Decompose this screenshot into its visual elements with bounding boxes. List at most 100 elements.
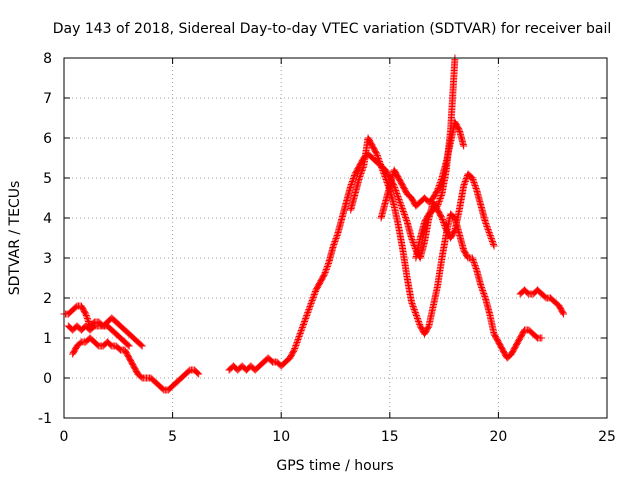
data-marker <box>379 168 387 176</box>
data-marker <box>486 232 494 239</box>
data-marker <box>394 193 402 200</box>
chart-title: Day 143 of 2018, Sidereal Day-to-day VTE… <box>53 21 611 37</box>
data-marker <box>413 315 421 322</box>
data-marker <box>380 170 388 177</box>
data-marker <box>303 312 311 319</box>
data-marker <box>482 221 490 229</box>
data-marker <box>382 176 390 183</box>
data-marker <box>380 171 388 179</box>
data-marker <box>84 316 92 324</box>
x-tick-label: 0 <box>60 429 69 445</box>
data-marker <box>398 205 406 212</box>
y-tick-label: 7 <box>43 91 52 107</box>
data-marker <box>397 202 405 209</box>
data-marker <box>349 176 357 184</box>
data-marker <box>409 239 417 246</box>
data-marker <box>374 153 382 161</box>
data-marker <box>375 158 383 165</box>
data-marker <box>410 306 418 313</box>
data-marker <box>402 215 410 223</box>
data-marker <box>296 330 304 337</box>
data-marker <box>470 179 478 186</box>
data-marker <box>424 323 432 331</box>
data-marker <box>469 176 477 183</box>
data-marker <box>484 226 492 233</box>
data-marker <box>399 208 407 215</box>
data-marker <box>470 259 478 266</box>
data-marker <box>393 191 401 199</box>
data-marker <box>333 233 341 241</box>
data-point <box>460 142 468 150</box>
data-marker <box>400 211 408 218</box>
data-point <box>468 254 476 262</box>
data-marker <box>410 304 418 312</box>
data-marker <box>307 301 315 309</box>
data-marker <box>411 307 419 315</box>
data-marker <box>300 319 308 327</box>
data-marker <box>480 290 488 297</box>
data-marker <box>377 161 385 168</box>
data-marker <box>310 292 318 300</box>
data-marker <box>349 175 357 182</box>
y-tick-label: 8 <box>43 51 52 67</box>
data-marker <box>378 165 386 173</box>
data-marker <box>413 313 421 321</box>
data-marker <box>437 193 445 201</box>
series-track-b <box>64 322 133 350</box>
data-point <box>125 342 133 350</box>
data-marker <box>305 306 313 313</box>
data-marker <box>296 331 304 339</box>
data-marker <box>435 199 443 207</box>
data-marker <box>471 260 479 268</box>
data-point <box>560 310 568 318</box>
data-marker <box>400 209 408 217</box>
data-marker <box>488 236 496 244</box>
data-marker <box>395 196 403 203</box>
data-marker <box>396 199 404 206</box>
data-marker <box>309 295 317 303</box>
data-marker <box>487 233 495 241</box>
series-track-g <box>412 54 459 262</box>
data-marker <box>301 318 309 325</box>
y-tick-label: 3 <box>43 251 52 267</box>
data-marker <box>297 327 305 334</box>
x-tick-label: 20 <box>489 429 507 445</box>
data-marker <box>291 343 299 351</box>
data-marker <box>472 265 480 272</box>
data-marker <box>478 284 486 291</box>
data-marker <box>461 179 469 187</box>
data-marker <box>322 266 330 273</box>
data-marker <box>347 181 355 188</box>
data-marker <box>409 237 417 245</box>
data-marker <box>392 188 400 196</box>
data-marker <box>298 324 306 331</box>
data-marker <box>379 167 387 174</box>
y-tick-label: 2 <box>43 291 52 307</box>
data-marker <box>298 325 306 333</box>
data-marker <box>306 303 314 310</box>
data-marker <box>297 328 305 336</box>
series-track-h <box>516 286 568 318</box>
data-marker <box>376 159 384 167</box>
data-point <box>303 310 311 318</box>
data-point <box>412 310 420 318</box>
data-point <box>468 174 476 182</box>
data-marker <box>469 177 477 185</box>
data-marker <box>194 369 202 377</box>
data-marker <box>391 185 399 193</box>
grid-layer <box>64 58 607 418</box>
data-marker <box>479 288 487 296</box>
data-point <box>399 206 407 214</box>
data-marker <box>374 155 382 162</box>
data-marker <box>489 239 497 247</box>
data-marker <box>291 345 299 352</box>
data-marker <box>311 289 319 297</box>
data-marker <box>332 236 339 244</box>
data-marker <box>375 156 383 164</box>
data-marker <box>383 177 391 185</box>
data-marker <box>358 168 366 176</box>
data-marker <box>304 309 312 316</box>
data-marker <box>292 342 300 349</box>
data-marker <box>323 264 331 272</box>
